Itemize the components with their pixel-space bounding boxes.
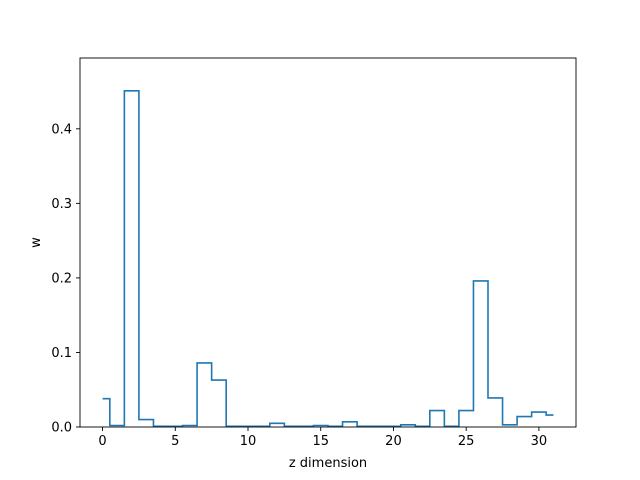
y-tick-label: 0.1 [51,346,72,361]
data-series-step-line [102,90,554,428]
x-tick-label: 5 [171,434,179,449]
x-tick-label: 30 [531,434,548,449]
x-tick-label: 20 [385,434,402,449]
y-tick-label: 0.3 [51,197,72,212]
x-tick-label: 0 [98,434,106,449]
x-axis-label: z dimension [289,456,367,471]
y-tick-label: 0.2 [51,271,72,286]
plot-area [80,58,576,427]
ticks-layer: 0 5 10 15 20 25 30 0.0 0.1 0.2 0.3 0.4 [51,122,547,449]
x-tick-label: 10 [240,434,257,449]
y-tick-label: 0.4 [51,122,72,137]
y-tick-label: 0.0 [51,421,72,436]
x-tick-label: 15 [312,434,329,449]
plot-frame [79,57,577,428]
y-axis-label: w [29,237,44,248]
x-tick-label: 25 [458,434,475,449]
